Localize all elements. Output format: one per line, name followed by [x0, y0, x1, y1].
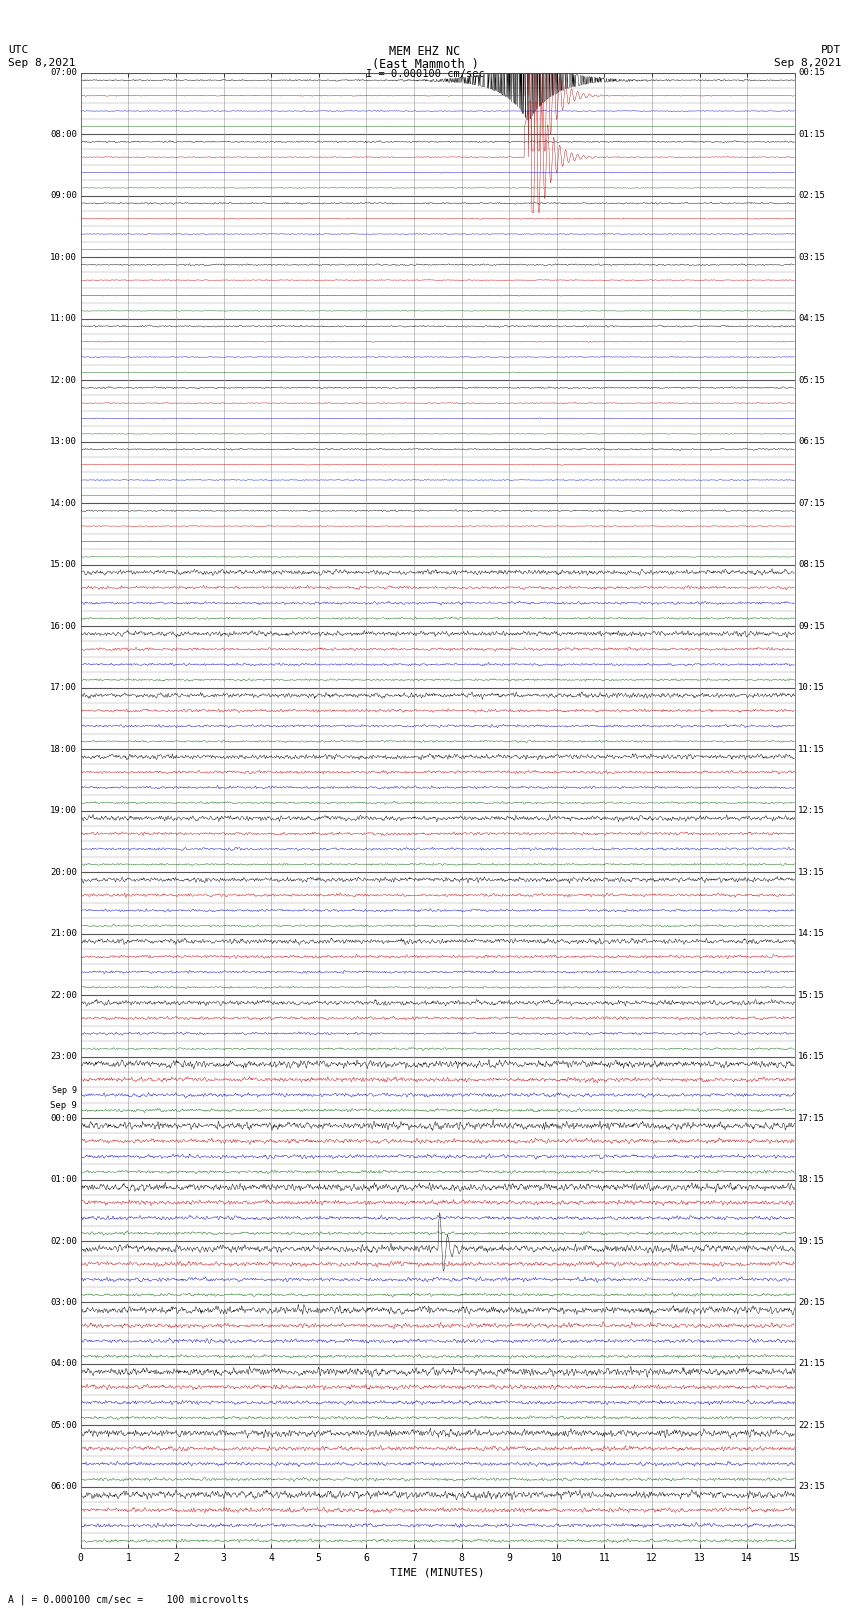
- Text: 17:15: 17:15: [798, 1113, 825, 1123]
- Text: MEM EHZ NC: MEM EHZ NC: [389, 45, 461, 58]
- Text: 19:00: 19:00: [50, 806, 77, 815]
- Text: Sep 8,2021: Sep 8,2021: [774, 58, 842, 68]
- Text: 07:00: 07:00: [50, 68, 77, 77]
- X-axis label: TIME (MINUTES): TIME (MINUTES): [390, 1568, 485, 1578]
- Text: 20:00: 20:00: [50, 868, 77, 876]
- Text: (East Mammoth ): (East Mammoth ): [371, 58, 479, 71]
- Text: 08:00: 08:00: [50, 129, 77, 139]
- Text: 16:00: 16:00: [50, 621, 77, 631]
- Text: 01:15: 01:15: [798, 129, 825, 139]
- Text: 03:15: 03:15: [798, 253, 825, 261]
- Text: 09:15: 09:15: [798, 621, 825, 631]
- Text: 00:15: 00:15: [798, 68, 825, 77]
- Text: 15:15: 15:15: [798, 990, 825, 1000]
- Text: 12:15: 12:15: [798, 806, 825, 815]
- Text: 14:00: 14:00: [50, 498, 77, 508]
- Text: 15:00: 15:00: [50, 560, 77, 569]
- Text: 20:15: 20:15: [798, 1298, 825, 1307]
- Text: 11:15: 11:15: [798, 745, 825, 753]
- Text: 14:15: 14:15: [798, 929, 825, 939]
- Text: 12:00: 12:00: [50, 376, 77, 384]
- Text: 04:15: 04:15: [798, 315, 825, 323]
- Text: 09:00: 09:00: [50, 190, 77, 200]
- Text: 05:15: 05:15: [798, 376, 825, 384]
- Text: PDT: PDT: [821, 45, 842, 55]
- Text: A | = 0.000100 cm/sec =    100 microvolts: A | = 0.000100 cm/sec = 100 microvolts: [8, 1594, 249, 1605]
- Text: 05:00: 05:00: [50, 1421, 77, 1431]
- Text: 21:15: 21:15: [798, 1360, 825, 1368]
- Text: 02:15: 02:15: [798, 190, 825, 200]
- Text: 10:00: 10:00: [50, 253, 77, 261]
- Text: 23:00: 23:00: [50, 1052, 77, 1061]
- Text: Sep 8,2021: Sep 8,2021: [8, 58, 76, 68]
- Text: 13:15: 13:15: [798, 868, 825, 876]
- Text: 04:00: 04:00: [50, 1360, 77, 1368]
- Text: 18:15: 18:15: [798, 1174, 825, 1184]
- Text: 19:15: 19:15: [798, 1237, 825, 1245]
- Text: 06:00: 06:00: [50, 1482, 77, 1492]
- Text: 22:15: 22:15: [798, 1421, 825, 1431]
- Text: 00:00: 00:00: [50, 1113, 77, 1123]
- Text: 23:15: 23:15: [798, 1482, 825, 1492]
- Text: 02:00: 02:00: [50, 1237, 77, 1245]
- Text: 08:15: 08:15: [798, 560, 825, 569]
- Text: 13:00: 13:00: [50, 437, 77, 447]
- Text: 22:00: 22:00: [50, 990, 77, 1000]
- Text: 16:15: 16:15: [798, 1052, 825, 1061]
- Text: 03:00: 03:00: [50, 1298, 77, 1307]
- Text: 10:15: 10:15: [798, 682, 825, 692]
- Text: 01:00: 01:00: [50, 1174, 77, 1184]
- Text: 17:00: 17:00: [50, 682, 77, 692]
- Text: 11:00: 11:00: [50, 315, 77, 323]
- Text: 21:00: 21:00: [50, 929, 77, 939]
- Text: UTC: UTC: [8, 45, 29, 55]
- Text: I = 0.000100 cm/sec: I = 0.000100 cm/sec: [366, 69, 484, 79]
- Text: 06:15: 06:15: [798, 437, 825, 447]
- Text: 07:15: 07:15: [798, 498, 825, 508]
- Text: 18:00: 18:00: [50, 745, 77, 753]
- Text: Sep 9: Sep 9: [52, 1086, 77, 1095]
- Text: Sep 9: Sep 9: [50, 1102, 77, 1110]
